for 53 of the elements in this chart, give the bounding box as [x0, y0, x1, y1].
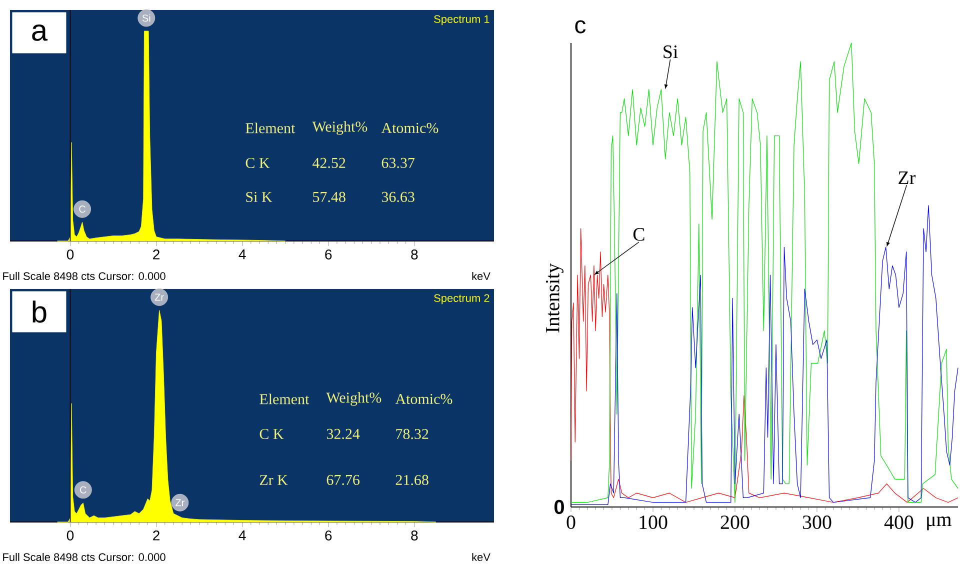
annotation: Si [664, 45, 678, 58]
annotation: 67.76 [326, 474, 360, 486]
x-tick-label: 400 [884, 516, 914, 530]
chart-title: a [32, 24, 48, 41]
annotation: C [80, 486, 86, 494]
x-tick-label: 0 [66, 530, 74, 540]
annotation: 21.68 [396, 474, 428, 486]
annotation: 57.48 [313, 192, 346, 202]
annotation: Atomic% [395, 394, 452, 404]
annotation: 78.32 [396, 428, 428, 440]
x-tick-label: 8 [411, 530, 418, 540]
text: 0 [554, 500, 564, 514]
x-tick-label: 200 [720, 516, 750, 530]
annotation: 63.37 [382, 158, 415, 168]
annotation: 36.63 [382, 192, 414, 202]
annotation: 42.52 [312, 158, 346, 168]
x-tick-label: 0 [566, 516, 576, 530]
annotation: Zr K [260, 475, 288, 485]
chart-title: b [32, 300, 46, 323]
x-tick-label: 4 [238, 250, 246, 260]
x-axis-title: μm [927, 516, 952, 530]
annotation: Weight% [326, 392, 382, 406]
annotation: C K [246, 158, 270, 168]
x-tick-label: 0 [66, 250, 74, 260]
annotation: C [633, 228, 644, 241]
x-tick-label: 300 [802, 516, 832, 530]
y-axis-title: Intensity [546, 263, 564, 332]
x-tick-label: 8 [411, 250, 418, 260]
annotation: 32.24 [326, 428, 360, 440]
text: Full Scale 8498 cts Cursor: 0.000 [3, 552, 166, 562]
x-tick-label: 100 [640, 516, 668, 530]
x-tick-label: 6 [325, 530, 332, 540]
annotation: Zr [176, 499, 184, 506]
x-tick-label: 4 [238, 530, 246, 540]
annotation: Element [260, 394, 310, 404]
x-axis-title: keV [472, 552, 490, 562]
annotation: Si [142, 14, 150, 22]
annotation: Atomic% [381, 122, 438, 134]
chart-subtitle: Spectrum 2 [434, 294, 490, 304]
annotation: C K [260, 428, 284, 440]
chart-subtitle: Spectrum 1 [434, 15, 490, 26]
annotation: Weight% [312, 121, 368, 135]
annotation: Si K [246, 192, 272, 202]
x-tick-label: 2 [153, 250, 160, 260]
chart-title: c [575, 20, 586, 34]
annotation: Element [246, 122, 296, 134]
annotation: Zr [898, 172, 916, 184]
annotation: Zr [154, 294, 164, 301]
x-axis-title: keV [472, 272, 490, 280]
x-tick-label: 6 [325, 250, 332, 260]
annotation: C [79, 206, 86, 213]
x-tick-label: 2 [153, 530, 160, 540]
text: Full Scale 8498 cts Cursor: 0.000 [3, 272, 166, 280]
